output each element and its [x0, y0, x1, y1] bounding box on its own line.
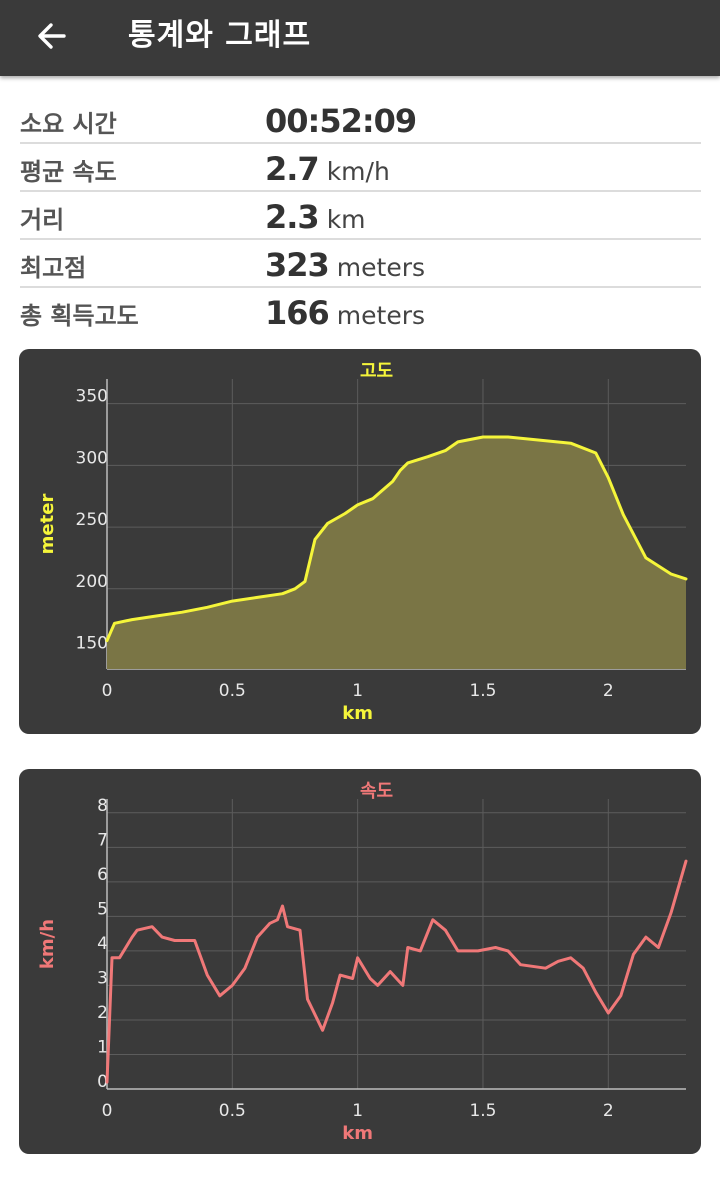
elevation-area-fill — [107, 437, 686, 669]
x-tick-label: 1.5 — [469, 1101, 496, 1121]
speed-series-line — [105, 859, 688, 1084]
x-tick-label: 1 — [352, 1101, 363, 1121]
app-bar: 통계와 그래프 — [0, 0, 720, 76]
x-tick-label: 0 — [102, 681, 113, 701]
stat-unit: meters — [336, 253, 426, 282]
y-tick-label: 1 — [97, 1037, 108, 1057]
stat-unit: km/h — [326, 157, 390, 186]
elevation-chart: 0 0.5 1 1.5 2 150 200 250 300 350 고도 km meter — [37, 361, 688, 724]
y-tick-label: 4 — [97, 934, 108, 954]
page-title: 통계와 그래프 — [128, 18, 312, 53]
y-tick-label: 150 — [76, 633, 108, 653]
stat-label: 총 획득고도 — [20, 302, 139, 330]
stat-label: 평균 속도 — [20, 158, 117, 186]
y-tick-label: 5 — [97, 899, 108, 919]
stat-value: 2.3 — [265, 198, 320, 236]
back-button[interactable] — [30, 14, 74, 58]
stat-value: 323 — [265, 246, 330, 284]
stat-label: 최고점 — [20, 254, 87, 282]
stat-unit: meters — [336, 301, 426, 330]
y-axis-label: km/h — [37, 919, 58, 969]
elevation-chart-card: 0 0.5 1 1.5 2 150 200 250 300 350 고도 km meter — [19, 349, 701, 734]
x-tick-label: 0.5 — [219, 681, 246, 701]
y-tick-label: 200 — [76, 572, 108, 592]
y-tick-label: 0 — [97, 1072, 108, 1092]
x-tick-label: 0 — [102, 1101, 113, 1121]
x-axis-label: km — [342, 1123, 373, 1144]
y-tick-label: 8 — [97, 796, 108, 816]
x-tick-label: 1 — [352, 681, 363, 701]
y-tick-label: 2 — [97, 1003, 108, 1023]
x-tick-label: 0.5 — [219, 1101, 246, 1121]
stats-table: 소요 시간 00:52:09 평균 속도 2.7 km/h 거리 2.3 km 최고… — [20, 96, 701, 334]
speed-chart: 0 0.5 1 1.5 2 0 1 2 3 4 5 6 7 8 속도 km km/h — [37, 781, 688, 1144]
stat-row-elevation-gain: 총 획득고도 166 meters — [20, 288, 701, 334]
stat-unit: km — [326, 205, 366, 234]
y-tick-label: 250 — [76, 510, 108, 530]
x-axis-label: km — [342, 703, 373, 724]
stat-row-duration: 소요 시간 00:52:09 — [20, 96, 701, 144]
y-tick-label: 350 — [76, 387, 108, 407]
y-tick-label: 3 — [97, 968, 108, 988]
arrow-left-icon — [38, 23, 66, 49]
stat-label: 거리 — [20, 206, 65, 234]
chart-title: 고도 — [360, 361, 393, 382]
stat-value: 2.7 — [265, 150, 320, 188]
y-tick-label: 6 — [97, 865, 108, 885]
chart-title: 속도 — [360, 781, 393, 802]
x-tick-label: 2 — [603, 681, 614, 701]
stat-label: 소요 시간 — [20, 110, 117, 138]
stat-value: 166 — [265, 294, 330, 332]
y-tick-label: 300 — [76, 448, 108, 468]
stat-row-max-elevation: 최고점 323 meters — [20, 240, 701, 288]
speed-chart-card: 0 0.5 1 1.5 2 0 1 2 3 4 5 6 7 8 속도 km km/h — [19, 769, 701, 1154]
x-tick-label: 2 — [603, 1101, 614, 1121]
stat-value: 00:52:09 — [265, 102, 417, 140]
y-tick-label: 7 — [97, 830, 108, 850]
y-axis-label: meter — [37, 494, 58, 555]
x-tick-label: 1.5 — [469, 681, 496, 701]
elevation-series-line — [105, 435, 688, 643]
stat-row-distance: 거리 2.3 km — [20, 192, 701, 240]
stat-row-avg-speed: 평균 속도 2.7 km/h — [20, 144, 701, 192]
